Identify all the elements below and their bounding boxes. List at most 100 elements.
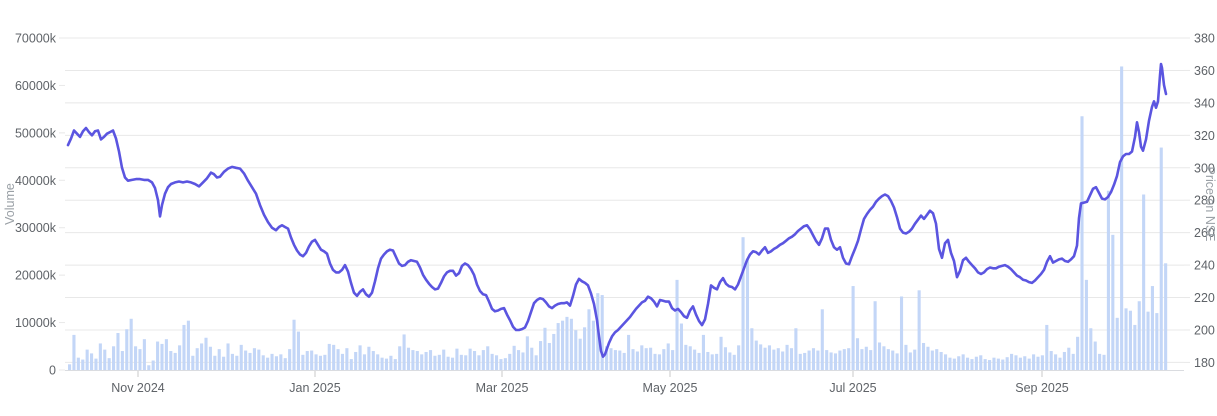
volume-bar[interactable] <box>569 318 573 370</box>
volume-bar[interactable] <box>948 357 952 370</box>
volume-bar[interactable] <box>521 352 525 370</box>
volume-bar[interactable] <box>952 358 956 370</box>
volume-bar[interactable] <box>583 327 587 370</box>
volume-bar[interactable] <box>1071 353 1075 370</box>
volume-bar[interactable] <box>833 353 838 370</box>
volume-bar[interactable] <box>125 329 129 370</box>
volume-bar[interactable] <box>816 350 820 370</box>
volume-bar[interactable] <box>860 349 864 370</box>
volume-bar[interactable] <box>1080 116 1084 370</box>
volume-bar[interactable] <box>732 354 736 370</box>
volume-bar[interactable] <box>693 349 697 370</box>
volume-bar[interactable] <box>556 323 560 370</box>
volume-bar[interactable] <box>195 348 199 370</box>
volume-bar[interactable] <box>1005 357 1009 370</box>
volume-bar[interactable] <box>829 352 833 370</box>
volume-bar[interactable] <box>244 350 248 370</box>
volume-bar[interactable] <box>503 358 507 370</box>
volume-bar[interactable] <box>446 356 450 370</box>
volume-bar[interactable] <box>974 356 978 370</box>
volume-bar[interactable] <box>671 350 675 370</box>
volume-bar[interactable] <box>420 354 424 370</box>
volume-bar[interactable] <box>138 349 142 370</box>
volume-bar[interactable] <box>547 342 551 370</box>
volume-bar[interactable] <box>996 358 1000 370</box>
volume-bar[interactable] <box>94 358 98 370</box>
volume-bar[interactable] <box>428 350 433 370</box>
volume-bar[interactable] <box>939 351 943 370</box>
volume-bar[interactable] <box>864 346 868 370</box>
volume-bar[interactable] <box>842 349 846 370</box>
volume-bar[interactable] <box>525 336 529 370</box>
volume-bar[interactable] <box>517 350 521 370</box>
volume-bar[interactable] <box>930 350 934 370</box>
volume-bar[interactable] <box>944 354 948 370</box>
volume-bar[interactable] <box>706 351 710 370</box>
volume-bar[interactable] <box>882 346 886 370</box>
volume-bar[interactable] <box>1036 356 1040 370</box>
volume-bar[interactable] <box>204 337 208 370</box>
volume-bar[interactable] <box>613 350 617 370</box>
volume-bar[interactable] <box>838 350 842 370</box>
volume-bar[interactable] <box>296 331 300 370</box>
volume-bar[interactable] <box>855 338 860 370</box>
volume-bar[interactable] <box>957 356 961 370</box>
volume-bar[interactable] <box>600 295 604 370</box>
volume-bar[interactable] <box>675 279 679 370</box>
volume-bar[interactable] <box>239 344 243 370</box>
volume-bar[interactable] <box>178 345 182 370</box>
volume-bar[interactable] <box>332 344 336 370</box>
volume-bar[interactable] <box>90 353 94 370</box>
volume-bar[interactable] <box>1054 354 1058 370</box>
volume-bar[interactable] <box>1111 234 1115 370</box>
volume-bar[interactable] <box>1120 66 1124 371</box>
volume-bar[interactable] <box>966 357 970 370</box>
volume-bar[interactable] <box>750 328 754 370</box>
volume-bar[interactable] <box>728 352 732 370</box>
volume-bar[interactable] <box>107 358 111 370</box>
volume-bar[interactable] <box>424 351 428 370</box>
volume-bar[interactable] <box>785 344 789 370</box>
volume-bar[interactable] <box>323 354 327 370</box>
volume-bar[interactable] <box>1084 279 1088 370</box>
volume-bar[interactable] <box>649 347 653 370</box>
volume-bar[interactable] <box>1058 357 1062 370</box>
volume-bar[interactable] <box>68 364 72 370</box>
volume-bar[interactable] <box>1150 286 1154 370</box>
volume-bar[interactable] <box>494 355 499 370</box>
volume-bar[interactable] <box>1146 311 1150 370</box>
volume-bar[interactable] <box>587 309 591 370</box>
volume-bar[interactable] <box>1159 147 1163 370</box>
volume-bar[interactable] <box>468 348 472 370</box>
volume-bar[interactable] <box>442 349 446 370</box>
volume-bar[interactable] <box>873 301 877 370</box>
volume-bar[interactable] <box>477 355 481 370</box>
volume-bar[interactable] <box>142 339 146 370</box>
volume-bar[interactable] <box>772 349 776 370</box>
volume-bar[interactable] <box>803 352 807 370</box>
volume-bar[interactable] <box>1137 301 1141 370</box>
volume-bar[interactable] <box>899 296 904 370</box>
volume-bar[interactable] <box>970 359 974 370</box>
volume-bar[interactable] <box>913 349 917 370</box>
volume-bar[interactable] <box>362 354 367 370</box>
volume-bar[interactable] <box>213 355 217 370</box>
volume-bar[interactable] <box>701 334 705 370</box>
volume-bar[interactable] <box>1076 336 1080 370</box>
volume-bar[interactable] <box>345 348 349 370</box>
volume-bar[interactable] <box>415 351 419 370</box>
volume-bar[interactable] <box>1014 355 1018 370</box>
volume-bar[interactable] <box>1102 354 1106 370</box>
volume-bar[interactable] <box>129 318 133 370</box>
volume-bar[interactable] <box>134 346 138 370</box>
volume-bar[interactable] <box>411 350 415 370</box>
volume-bar[interactable] <box>336 349 340 370</box>
volume-bar[interactable] <box>1093 341 1097 370</box>
volume-bar[interactable] <box>723 347 727 370</box>
volume-bar[interactable] <box>591 320 595 370</box>
volume-bar[interactable] <box>851 286 855 370</box>
volume-bar[interactable] <box>719 336 723 370</box>
volume-bar[interactable] <box>644 348 648 370</box>
volume-bar[interactable] <box>688 346 692 370</box>
